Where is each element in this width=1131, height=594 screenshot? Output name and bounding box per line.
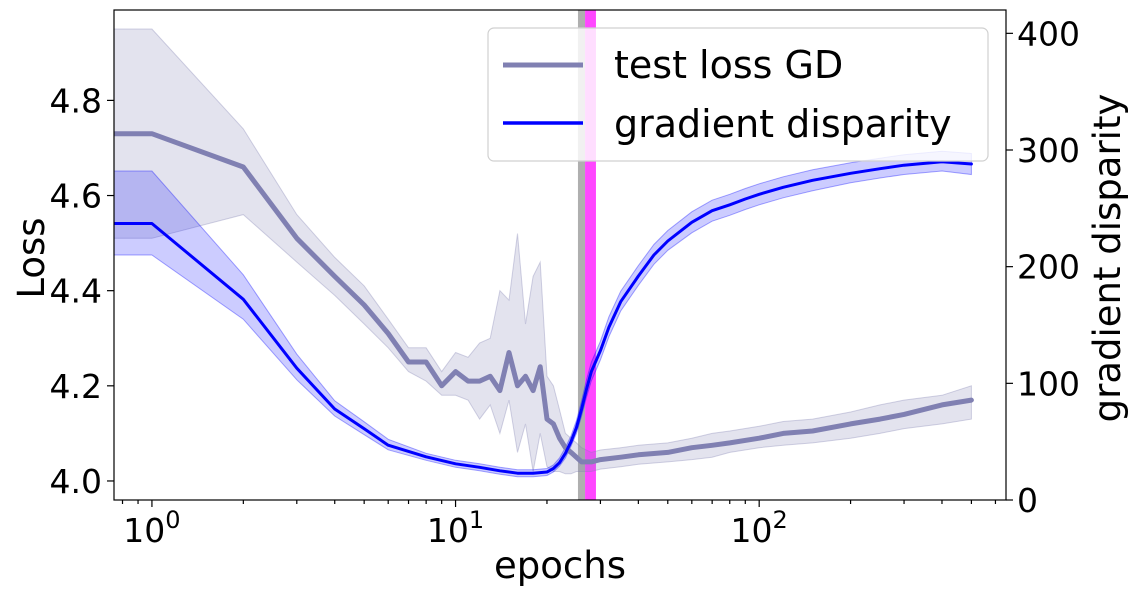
loss-line: [114, 131, 974, 465]
y-tick-label: 4.4: [50, 272, 102, 311]
legend-label-disparity: gradient disparity: [614, 102, 952, 146]
y2-tick-label: 200: [1017, 248, 1080, 287]
x-tick-label: 100: [123, 506, 180, 550]
y-tick-label: 4.0: [50, 462, 102, 501]
y2-axis-label: gradient disparity: [1086, 94, 1129, 423]
legend-label-loss: test loss GD: [614, 43, 843, 87]
legend-box: [487, 27, 989, 162]
disparity-line: [114, 160, 973, 475]
magenta-band: [585, 10, 596, 500]
y-tick-label: 4.8: [50, 81, 102, 120]
plot-frame: [113, 9, 1007, 501]
x-tick-label: 101: [427, 506, 484, 550]
y-axis-label: Loss: [10, 217, 53, 298]
y2-tick-label: 300: [1017, 131, 1080, 170]
y2-tick-label: 0: [1017, 481, 1038, 520]
x-axis-label: epochs: [494, 544, 626, 587]
y2-tick-label: 100: [1017, 364, 1080, 403]
grey-band: [577, 10, 586, 500]
disparity-confidence-band: [114, 150, 972, 478]
y2-tick-label: 400: [1017, 14, 1080, 53]
y-tick-label: 4.6: [50, 177, 102, 216]
x-tick-label: 102: [731, 506, 788, 550]
y-tick-label: 4.2: [50, 367, 102, 406]
legend: test loss GD gradient disparity: [487, 27, 989, 162]
